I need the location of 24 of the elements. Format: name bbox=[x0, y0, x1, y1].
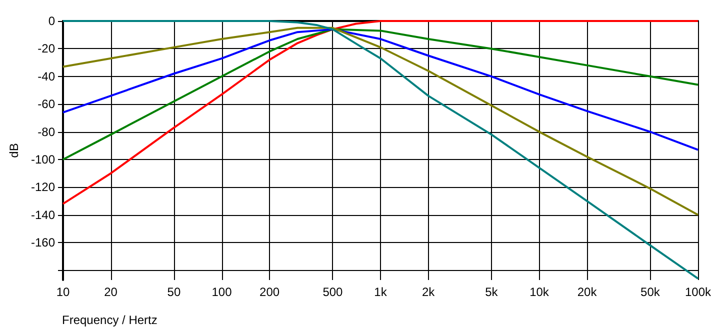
y-tick-label: -140 bbox=[30, 208, 56, 222]
y-axis-title: dB bbox=[7, 143, 22, 158]
x-tick-label: 50 bbox=[167, 285, 181, 299]
x-tick-label: 200 bbox=[260, 285, 280, 299]
x-axis-title: Frequency / Hertz bbox=[62, 313, 158, 327]
y-tick-label: -60 bbox=[38, 97, 56, 112]
x-tick-label: 500 bbox=[322, 285, 344, 299]
x-tick-label: 1k bbox=[374, 285, 388, 299]
x-tick-label: 100k bbox=[684, 285, 712, 299]
x-tick-label: 5k bbox=[485, 285, 499, 299]
y-tick-label: -40 bbox=[38, 69, 56, 84]
y-tick-label: -20 bbox=[38, 42, 56, 56]
y-tick-label: 0 bbox=[48, 14, 56, 28]
y-tick-label: -80 bbox=[38, 124, 56, 139]
x-tick-label: 10k bbox=[530, 285, 550, 299]
x-tick-label: 2k bbox=[422, 285, 436, 299]
y-tick-label: -100 bbox=[30, 152, 56, 167]
x-tick-label: 20 bbox=[104, 285, 118, 299]
x-tick-label: 50k bbox=[640, 285, 661, 299]
x-tick-label: 10 bbox=[56, 285, 70, 299]
x-tick-label: 20k bbox=[577, 285, 598, 299]
y-tick-label: -120 bbox=[30, 180, 56, 194]
y-tick-label: -160 bbox=[30, 236, 56, 250]
x-tick-label: 100 bbox=[212, 285, 232, 299]
